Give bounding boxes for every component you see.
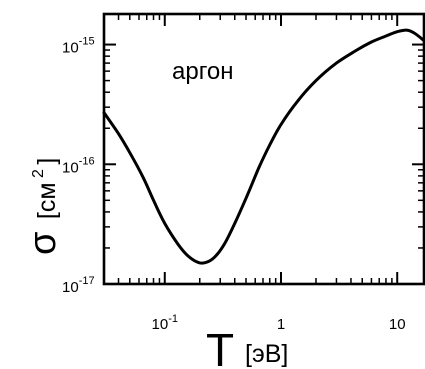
x-tick-label: 10-1 bbox=[152, 313, 178, 333]
y-axis-unit-prefix: [см bbox=[33, 182, 61, 219]
y-axis-unit-suffix: ] bbox=[33, 158, 61, 165]
x-tick-label: 10 bbox=[389, 316, 406, 333]
x-axis-unit: [эВ] bbox=[245, 340, 288, 368]
minor-ticks bbox=[104, 14, 424, 284]
x-tick-labels: 10-1 1 10 bbox=[152, 313, 406, 333]
x-tick-label: 1 bbox=[277, 316, 285, 333]
major-ticks bbox=[104, 14, 424, 285]
y-tick-label: 10-17 bbox=[62, 275, 95, 296]
y-axis-unit-power: 2 bbox=[30, 169, 47, 178]
y-tick-labels: 10-17 10-16 10-15 bbox=[62, 36, 95, 296]
y-tick-label: 10-15 bbox=[62, 36, 95, 57]
y-axis-label: σ [см 2 ] bbox=[22, 158, 64, 255]
x-axis-symbol: T bbox=[206, 324, 234, 369]
plot-frame bbox=[102, 12, 425, 286]
annotation-label: аргон bbox=[172, 58, 234, 85]
y-tick-label: 10-16 bbox=[62, 155, 95, 176]
series-line bbox=[102, 28, 425, 265]
y-axis-symbol: σ bbox=[22, 232, 64, 255]
